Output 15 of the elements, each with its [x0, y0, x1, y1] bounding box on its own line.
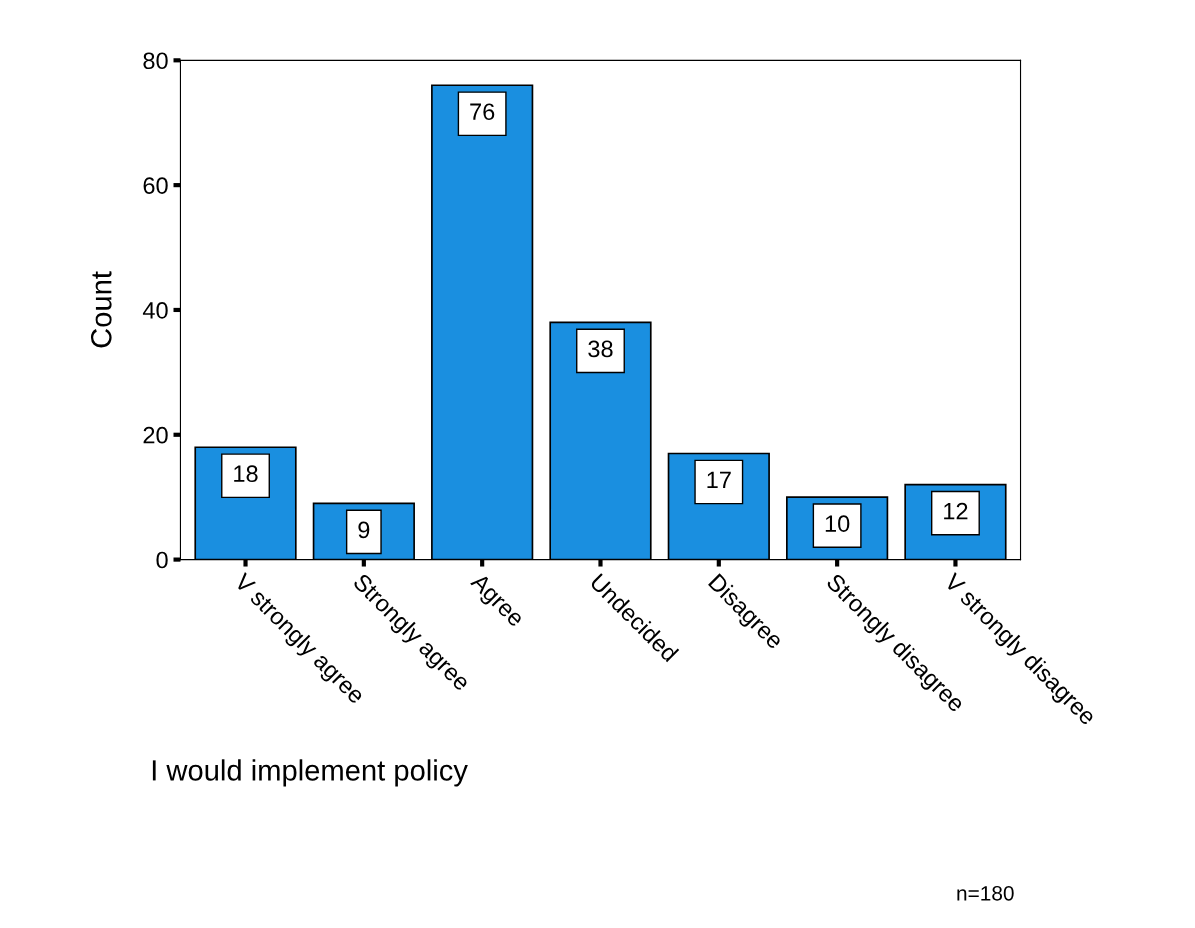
y-tick-label: 0	[156, 551, 168, 569]
data-label: 17	[707, 471, 731, 489]
data-label: 38	[588, 340, 613, 358]
text: n=180	[957, 885, 1014, 901]
y-tick-label: 20	[143, 426, 168, 444]
data-label: 12	[944, 502, 968, 520]
data-label: 76	[470, 103, 495, 121]
data-label: 9	[358, 521, 370, 539]
data-label: 18	[234, 465, 258, 483]
y-tick-label: 40	[142, 302, 168, 319]
y-tick-label: 60	[143, 177, 168, 194]
data-label: 10	[825, 515, 850, 532]
y-axis-title: Count	[90, 271, 112, 348]
x-axis-title: I would implement policy	[152, 759, 468, 787]
y-tick-label: 80	[143, 52, 168, 70]
